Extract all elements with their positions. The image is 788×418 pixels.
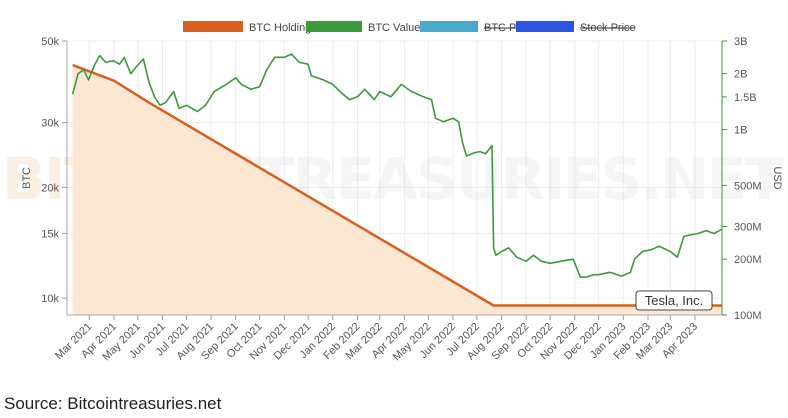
series-line-btc-value [71, 53, 723, 278]
right-tick-label: 2B [734, 69, 747, 81]
right-tick-label: 300M [734, 221, 762, 233]
right-tick-label: 200M [734, 254, 762, 266]
right-tick-label: 1B [734, 125, 747, 137]
annotation-label: Tesla, Inc. [645, 293, 704, 308]
annotation: Tesla, Inc. [635, 290, 713, 311]
annotation-box [635, 290, 713, 311]
right-tick-label: 3B [734, 36, 747, 48]
legend-label-btc-holdings: BTC Holdings [249, 22, 317, 34]
legend-label-btc-value: BTC Value [368, 22, 420, 34]
legend-swatch-btc-price [420, 21, 478, 32]
legend-label-stock-price: Stock Price [580, 22, 636, 34]
left-tick-label: 10k [41, 293, 59, 305]
right-axis-title: USD [771, 166, 783, 189]
holdings-area [72, 65, 723, 315]
source-caption: Source: Bitcointreasuries.net [4, 394, 222, 413]
legend: BTC Holdings BTC Value BTC Price Stock Pric… [183, 21, 636, 34]
right-tick-label: 500M [734, 180, 762, 192]
legend-swatch-stock-price [516, 21, 574, 32]
legend-swatch-btc-value [306, 21, 362, 32]
chart: BITCOINTREASURIES.NET 50k30k20k15k10k3B2… [1, 21, 784, 364]
left-tick-label: 50k [41, 36, 59, 48]
series-layer [71, 53, 723, 315]
left-tick-label: 15k [41, 228, 59, 240]
left-axis-title: BTC [21, 167, 33, 189]
left-tick-label: 30k [41, 118, 59, 130]
right-tick-label: 100M [734, 310, 762, 322]
right-tick-label: 1.5B [734, 92, 757, 104]
left-tick-label: 20k [41, 182, 59, 194]
watermark-part-3: .NET [640, 145, 784, 213]
series-line-btc-holdings [72, 63, 722, 307]
legend-swatch-btc-holdings [183, 21, 243, 32]
